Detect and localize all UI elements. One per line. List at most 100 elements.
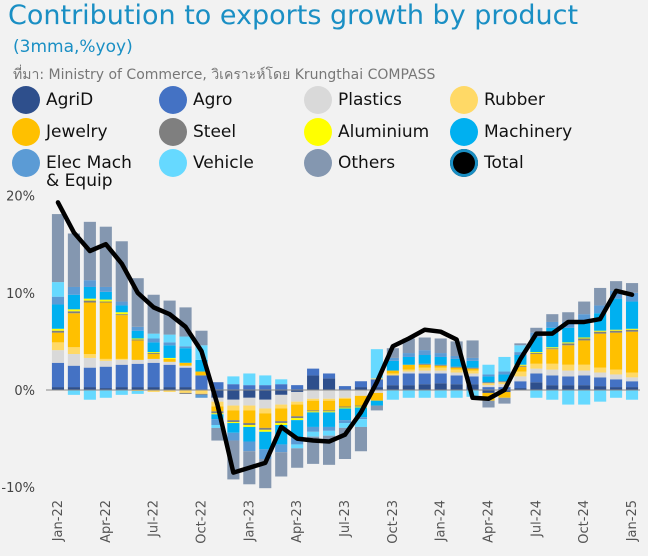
bar-segment-rubber xyxy=(179,390,192,393)
bar-segment-machinery xyxy=(243,426,256,442)
bar-segment-steel xyxy=(466,367,479,369)
bar-segment-agro xyxy=(594,377,607,387)
bar-segment-agrid xyxy=(99,388,112,390)
bar-segment-elec-mach-equip xyxy=(450,355,463,359)
bar-segment-aluminium xyxy=(243,424,256,427)
bar-segment-agro xyxy=(211,382,224,390)
bar-segment-jewelry xyxy=(418,364,431,368)
bar-segment-agro xyxy=(562,376,575,386)
bar-segment-others xyxy=(307,436,320,464)
x-tick-label: Oct-23 xyxy=(386,500,401,544)
bar-segment-agrid xyxy=(418,384,431,390)
bar-segment-rubber xyxy=(147,390,160,392)
bar-segment-jewelry xyxy=(386,370,399,374)
bar-segment-machinery xyxy=(115,305,128,313)
bar-segment-jewelry xyxy=(307,400,320,411)
bar-segment-others xyxy=(67,233,80,287)
bar-segment-jewelry xyxy=(259,413,272,428)
chart-subtitle: (3mma,%yoy) xyxy=(13,37,133,57)
bar-segment-rubber xyxy=(99,358,112,361)
bar-segment-agro xyxy=(625,381,639,388)
bar-segment-agro xyxy=(227,384,240,390)
bar-segment-agrid xyxy=(179,387,192,390)
bar-segment-agro xyxy=(115,364,128,388)
bar-segment-plastics xyxy=(625,377,639,382)
y-tick-label: 20% xyxy=(6,190,35,205)
bar-segment-rubber xyxy=(67,347,80,355)
bar-segment-agrid xyxy=(482,390,495,393)
bar-segment-rubber xyxy=(434,367,447,371)
bar-segment-vehicle xyxy=(291,444,304,449)
bar-segment-others xyxy=(482,400,495,408)
bar-segment-others xyxy=(386,348,399,358)
bar-segment-machinery xyxy=(322,412,336,427)
bar-segment-vehicle xyxy=(243,373,256,386)
bar-segment-machinery xyxy=(51,304,65,329)
bar-segment-agrid xyxy=(83,387,96,390)
bar-segment-jewelry xyxy=(147,354,160,359)
bar-segment-agro xyxy=(51,362,65,388)
bar-segment-steel xyxy=(307,410,320,412)
bar-segment-agrid xyxy=(275,390,288,395)
bar-segment-agro xyxy=(275,384,288,390)
bar-segment-elec-mach-equip xyxy=(514,352,527,356)
bar-segment-agro xyxy=(354,381,368,388)
legend-item-agro: Agro xyxy=(159,86,232,114)
bar-segment-steel xyxy=(83,300,96,303)
bar-segment-others xyxy=(195,330,208,346)
bar-segment-agro xyxy=(530,373,543,383)
bar-segment-machinery xyxy=(259,431,272,450)
bar-segment-elec-mach-equip xyxy=(482,374,495,377)
bar-segment-jewelry xyxy=(243,410,256,424)
bar-segment-agrid xyxy=(402,385,415,390)
bar-segment-machinery xyxy=(466,360,479,368)
bar-segment-aluminium xyxy=(51,328,65,331)
bar-segment-machinery xyxy=(131,330,144,339)
legend-marker xyxy=(450,118,478,146)
bar-segment-jewelry xyxy=(594,333,607,368)
bar-segment-others xyxy=(562,312,575,322)
legend-item-machinery: Machinery xyxy=(450,118,572,146)
y-tick-label: -10% xyxy=(1,481,35,496)
bar-segment-machinery xyxy=(370,400,383,406)
bar-segment-aluminium xyxy=(275,423,288,425)
bar-segment-others xyxy=(610,281,623,291)
bar-segment-machinery xyxy=(562,327,575,343)
bar-segment-jewelry xyxy=(370,392,383,401)
bar-segment-elec-mach-equip xyxy=(163,342,176,346)
bar-segment-plastics xyxy=(482,385,495,388)
bar-segment-jewelry xyxy=(227,410,240,421)
bar-segment-steel xyxy=(67,311,80,314)
y-tick-label: 10% xyxy=(6,287,35,302)
bar-segment-elec-mach-equip xyxy=(562,321,575,328)
bar-segment-agro xyxy=(307,368,320,376)
bar-segment-plastics xyxy=(546,369,559,376)
legend-label: Vehicle xyxy=(193,153,254,173)
bar-segment-vehicle xyxy=(115,390,128,395)
bar-segment-steel xyxy=(498,381,511,383)
bar-segment-elec-mach-equip xyxy=(386,357,399,361)
bar-segment-agrid xyxy=(307,375,320,390)
bar-segment-plastics xyxy=(131,359,144,364)
bar-segment-rubber xyxy=(578,364,591,371)
legend-marker xyxy=(304,149,332,177)
bar-segment-elec-mach-equip xyxy=(67,286,80,295)
bar-segment-agrid xyxy=(259,390,272,400)
bar-segment-vehicle xyxy=(610,390,623,398)
bar-segment-aluminium xyxy=(338,407,352,409)
bar-segment-agro xyxy=(418,373,431,385)
x-tick-label: Jul-22 xyxy=(147,500,162,538)
bar-segment-agro xyxy=(67,365,80,388)
legend-marker xyxy=(304,86,332,114)
legend-label: Machinery xyxy=(484,122,573,142)
bar-segment-steel xyxy=(291,416,304,419)
bar-segment-machinery xyxy=(163,345,176,358)
bar-segment-steel xyxy=(450,366,463,368)
bar-segment-vehicle xyxy=(259,375,272,386)
bar-segment-elec-mach-equip xyxy=(51,296,65,305)
legend-item-aluminium: Aluminium xyxy=(304,118,429,146)
bar-segment-plastics xyxy=(51,350,65,363)
x-tick-label: Apr-22 xyxy=(99,500,114,543)
bar-segment-agrid xyxy=(546,385,559,390)
